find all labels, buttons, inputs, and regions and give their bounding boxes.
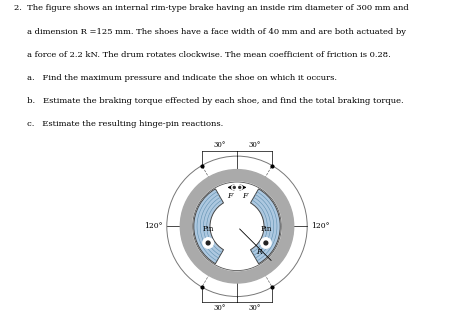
Text: R: R [256,248,262,256]
Text: b.   Estimate the braking torque effected by each shoe, and find the total braki: b. Estimate the braking torque effected … [14,97,404,105]
Text: a dimension R =125 mm. The shoes have a face width of 40 mm and are both actuate: a dimension R =125 mm. The shoes have a … [14,28,406,36]
Circle shape [239,186,241,188]
Circle shape [261,237,271,248]
Circle shape [193,182,281,271]
Wedge shape [250,189,280,264]
Text: 2.  The figure shows an internal rim-type brake having an inside rim diameter of: 2. The figure shows an internal rim-type… [14,4,409,12]
Circle shape [206,241,210,245]
Text: 120°: 120° [144,222,163,230]
Text: 30°: 30° [248,304,261,310]
Text: F: F [242,192,247,200]
Circle shape [233,186,235,188]
Text: 30°: 30° [248,140,261,148]
Text: Pin: Pin [260,225,272,233]
Text: 30°: 30° [213,304,226,310]
Text: 30°: 30° [213,140,226,148]
Text: F: F [227,192,232,200]
Circle shape [232,185,237,190]
Text: a.   Find the maximum pressure and indicate the shoe on which it occurs.: a. Find the maximum pressure and indicat… [14,74,337,82]
Circle shape [237,185,242,190]
Circle shape [203,237,213,248]
Circle shape [264,241,268,245]
Circle shape [180,170,294,283]
Text: c.   Estimate the resulting hinge-pin reactions.: c. Estimate the resulting hinge-pin reac… [14,120,223,128]
Text: 120°: 120° [311,222,330,230]
Text: a force of 2.2 kN. The drum rotates clockwise. The mean coefficient of friction : a force of 2.2 kN. The drum rotates cloc… [14,51,391,59]
Wedge shape [194,189,224,264]
Circle shape [234,223,240,229]
Text: Pin: Pin [202,225,214,233]
